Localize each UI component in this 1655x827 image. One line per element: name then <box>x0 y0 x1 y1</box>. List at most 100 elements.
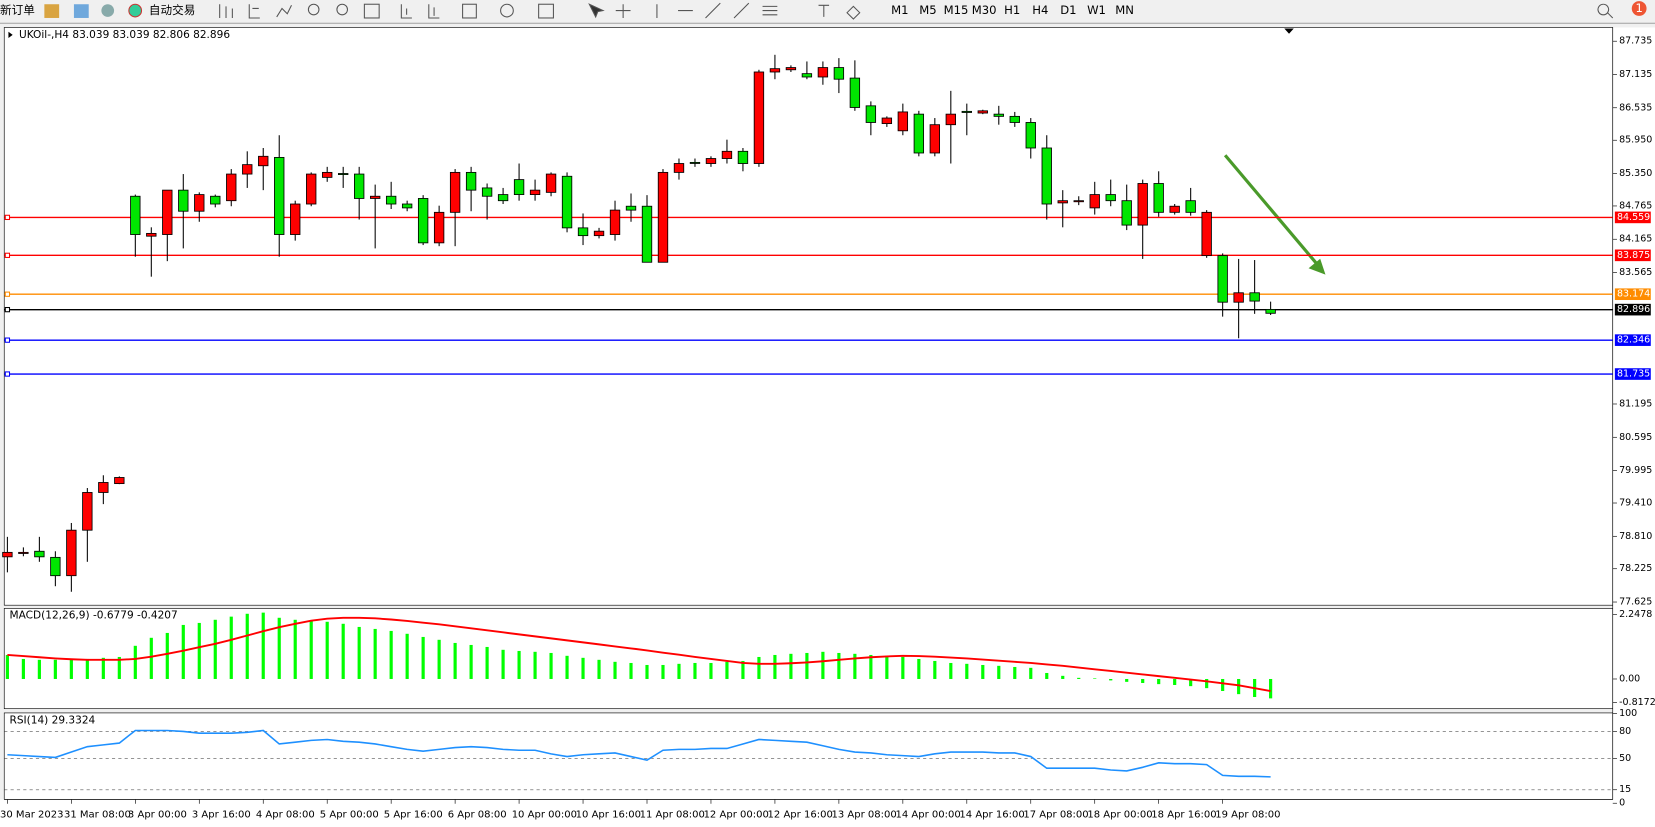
icon[interactable] <box>462 3 477 19</box>
macd-bar <box>309 620 313 679</box>
y-tick-label: 84.765 <box>1619 200 1652 211</box>
macd-bar <box>229 616 233 679</box>
macd-bar <box>853 653 857 679</box>
timeframe-button[interactable]: W1 <box>1087 3 1106 17</box>
icon[interactable] <box>538 3 554 19</box>
timeframe-button[interactable]: D1 <box>1060 3 1076 17</box>
icon[interactable] <box>101 4 115 17</box>
macd-bar <box>437 639 441 679</box>
time-axis <box>0 799 1655 827</box>
candle-body <box>817 67 829 78</box>
icon[interactable] <box>276 5 292 18</box>
macd-bar <box>613 661 617 679</box>
y-tick-label: 0 <box>1619 798 1625 809</box>
timeframe-button[interactable]: M1 <box>891 3 908 17</box>
icon[interactable] <box>336 3 349 16</box>
timeframe-button[interactable]: H4 <box>1032 3 1048 17</box>
icon[interactable] <box>1597 3 1614 19</box>
x-tick-label: 17 Apr 08:00 <box>1023 809 1088 820</box>
icon[interactable] <box>588 3 605 19</box>
y-tick-label: 80.595 <box>1619 432 1652 443</box>
macd-bar <box>261 612 265 679</box>
candle-body <box>881 117 893 125</box>
macd-bar <box>901 656 905 679</box>
icon[interactable] <box>400 4 412 19</box>
x-tick-label: 5 Apr 16:00 <box>384 809 443 820</box>
macd-bar <box>821 651 825 679</box>
timeframe-button[interactable]: MN <box>1115 3 1134 17</box>
macd-bar <box>181 624 185 679</box>
candle-body <box>465 171 477 191</box>
level-label: 82.896 <box>1617 304 1650 315</box>
candle-body <box>385 195 397 205</box>
candle-body <box>98 482 109 493</box>
candle-body <box>913 113 925 154</box>
icon[interactable] <box>818 4 830 17</box>
icon[interactable] <box>128 3 143 18</box>
candle-body <box>449 171 461 213</box>
timeframe-button[interactable]: M5 <box>919 3 936 17</box>
macd-bar <box>405 633 409 679</box>
candle-body <box>1009 115 1020 123</box>
x-tick-label: 4 Apr 08:00 <box>256 809 315 820</box>
candle-body <box>753 71 765 164</box>
candle-body <box>66 529 77 577</box>
y-tick-label: 79.995 <box>1619 465 1652 476</box>
macd-bar <box>885 655 889 679</box>
candle-body <box>258 155 269 167</box>
icon[interactable] <box>363 3 380 19</box>
icon[interactable] <box>219 4 233 18</box>
icon[interactable] <box>73 4 89 18</box>
candle-body <box>657 171 669 263</box>
macd-bar <box>501 649 505 679</box>
rsi-line <box>7 729 1271 778</box>
new-order[interactable]: 新订单 <box>0 3 35 17</box>
candle-body <box>513 179 525 196</box>
candle-body <box>545 173 557 193</box>
macd-bar <box>101 657 105 679</box>
icon[interactable] <box>500 3 514 18</box>
level-tag <box>1614 211 1651 224</box>
macd-bar <box>1237 678 1241 695</box>
tool-icons[interactable] <box>219 2 1614 20</box>
candle-body <box>497 194 509 202</box>
icon[interactable] <box>846 5 861 20</box>
price-panel <box>3 27 1614 606</box>
y-tick-label: 85.350 <box>1619 168 1652 179</box>
icon[interactable] <box>615 2 778 19</box>
x-tick-label: 11 Apr 08:00 <box>640 809 705 820</box>
alert-count: 1 <box>1635 1 1642 15</box>
candle-body <box>290 203 301 235</box>
x-tick-label: 3 Apr 00:00 <box>128 809 187 820</box>
y-tick-label: 100 <box>1619 708 1637 719</box>
candle-body <box>705 158 717 164</box>
macd-bar <box>837 652 841 679</box>
candle-body <box>401 203 413 209</box>
icon[interactable] <box>307 3 320 16</box>
macd-bar <box>549 652 553 679</box>
candle-body <box>274 156 285 235</box>
candle-body <box>162 189 173 235</box>
x-tick-label: 30 Mar 2023 <box>0 809 63 820</box>
icon[interactable] <box>248 4 260 19</box>
timeframe-button[interactable]: M15 <box>944 3 969 17</box>
icon[interactable] <box>428 4 440 19</box>
candle-body <box>977 110 988 114</box>
macd-bar <box>117 656 121 679</box>
icon[interactable] <box>44 4 60 18</box>
auto-trading[interactable]: 自动交易 <box>149 3 195 17</box>
level-tag <box>1614 303 1651 316</box>
alert-badge[interactable] <box>1631 1 1647 16</box>
candle-body <box>354 173 365 199</box>
timeframe-button[interactable]: H1 <box>1004 3 1020 17</box>
macd-bar <box>357 626 361 679</box>
candle-body <box>1153 183 1164 213</box>
candle-body <box>481 187 493 197</box>
timeframe-button[interactable]: M30 <box>972 3 997 17</box>
x-tick-label: 14 Apr 16:00 <box>959 809 1024 820</box>
y-tick-label: 85.950 <box>1619 135 1652 146</box>
y-tick-label: 77.625 <box>1619 597 1652 608</box>
candle-body <box>322 171 333 178</box>
candle-body <box>625 205 637 211</box>
